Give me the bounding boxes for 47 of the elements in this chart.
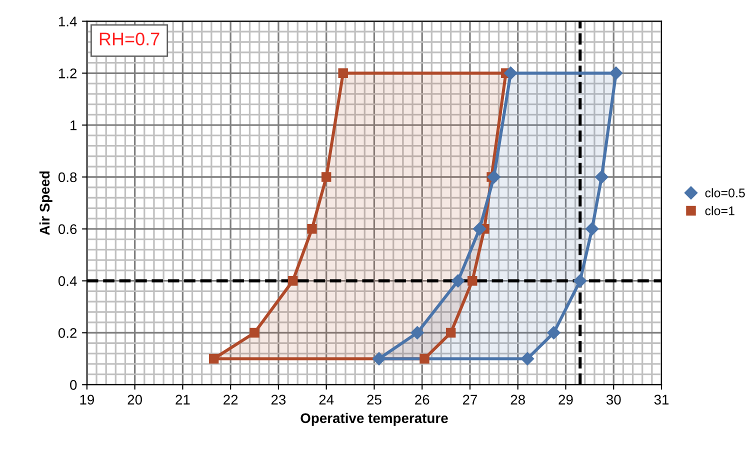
- x-tick-label: 22: [224, 394, 238, 404]
- point: [609, 66, 623, 80]
- x-tick-label: 24: [319, 394, 334, 404]
- point: [410, 326, 424, 340]
- y-tick-label: 0: [70, 380, 77, 390]
- x-tick-label: 19: [80, 394, 94, 405]
- point: [250, 328, 260, 338]
- y-tick-label: 0.2: [58, 328, 77, 338]
- point: [574, 274, 587, 288]
- y-tick-label: 1.4: [58, 16, 77, 26]
- x-tick-label: 23: [271, 394, 286, 405]
- point: [468, 276, 478, 286]
- point: [451, 274, 465, 288]
- point: [504, 66, 518, 80]
- x-tick-label: 28: [510, 394, 525, 405]
- point: [420, 354, 430, 364]
- point: [547, 326, 560, 340]
- x-tick-label: 26: [415, 394, 430, 405]
- x-axis-title: Operative temperature: [300, 412, 448, 426]
- legend-label: clo=1: [705, 206, 734, 216]
- x-tick-label: 21: [176, 394, 190, 404]
- x-tick-label: 31: [654, 394, 669, 405]
- point: [487, 170, 501, 184]
- y-tick-label: 0.8: [58, 172, 77, 182]
- point: [208, 354, 219, 364]
- point: [372, 352, 386, 366]
- x-tick-label: 29: [558, 394, 573, 405]
- x-tick-label: 20: [128, 394, 142, 405]
- y-tick-label: 1.2: [58, 68, 77, 78]
- point: [520, 352, 534, 366]
- point: [472, 222, 486, 236]
- point: [585, 222, 599, 236]
- x-tick-label: 25: [367, 394, 382, 405]
- y-tick-label: 0.4: [58, 276, 77, 286]
- point: [595, 170, 608, 184]
- point: [307, 224, 317, 234]
- legend-label: clo=0.5: [705, 188, 745, 198]
- annotation: RH=0.7: [100, 32, 160, 46]
- x-tick-label: 27: [462, 394, 478, 404]
- point: [288, 276, 298, 286]
- point: [338, 68, 348, 78]
- y-axis-title: Air Speed: [39, 171, 52, 236]
- point: [321, 172, 332, 182]
- point: [446, 328, 456, 338]
- y-tick-label: 1: [70, 120, 77, 130]
- x-tick-label: 30: [606, 394, 621, 405]
- y-tick-label: 0.6: [58, 224, 77, 234]
